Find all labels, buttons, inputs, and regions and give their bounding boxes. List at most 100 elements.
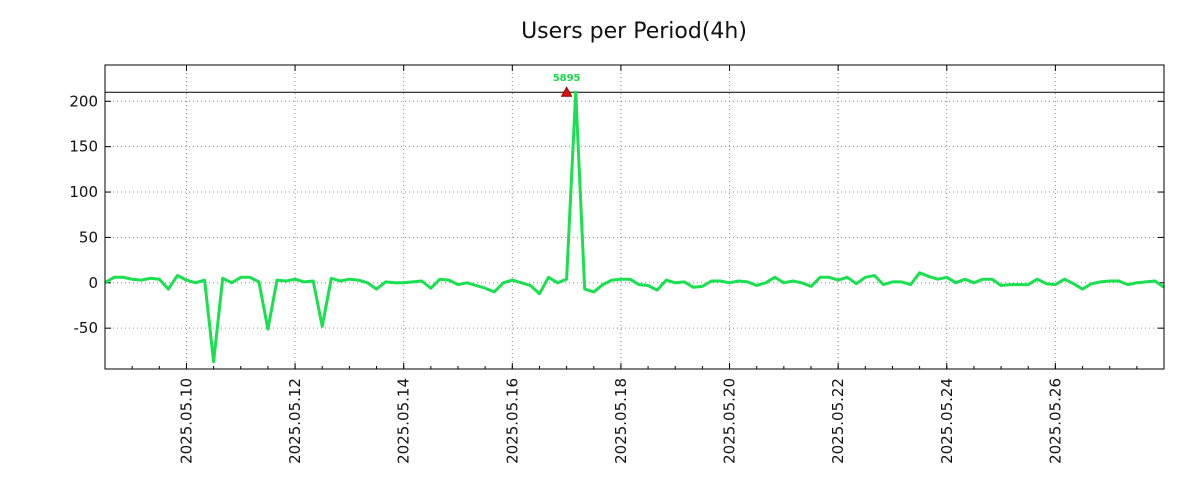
y-tick-label: 0 [88,274,98,292]
data-point [249,276,251,278]
data-point [339,280,341,282]
y-axis-ticks: -50 0 50 100 150 200 [69,92,1164,337]
data-point [557,282,559,284]
data-point [357,279,359,281]
y-tick-label: -50 [74,319,99,337]
data-point [430,287,432,289]
data-point [692,286,694,288]
data-point [140,279,142,281]
data-point [928,275,930,277]
data-point [910,284,912,286]
x-tick-label: 2025.05.10 [177,378,195,464]
data-point [792,280,794,282]
data-point [376,288,378,290]
data-point [385,281,387,283]
data-point [222,277,224,279]
data-point [665,279,667,281]
data-point [149,277,151,279]
data-point [991,278,993,280]
data-point [176,275,178,277]
data-point [937,278,939,280]
data-point [475,285,477,287]
data-point [1154,280,1156,282]
plot-area-frame [104,64,1165,370]
data-point [529,285,531,287]
data-point [882,284,884,286]
data-point [647,285,649,287]
data-point [348,278,350,280]
data-point [629,278,631,280]
data-point [584,288,586,290]
chart-title: Users per Period(4h) [521,19,747,44]
data-point [294,278,296,280]
data-point [747,281,749,283]
x-tick-label: 2025.05.18 [612,378,630,464]
x-tick-label: 2025.05.26 [1046,378,1064,464]
data-point [1136,282,1138,284]
data-point [855,283,857,285]
data-point [1145,281,1147,283]
data-point [891,281,893,283]
data-point [620,278,622,280]
data-point [611,279,613,281]
data-point [710,280,712,282]
data-point [683,281,685,283]
data-point [538,293,540,295]
data-point [321,325,323,327]
x-tick-label: 2025.05.20 [721,378,739,464]
data-point [801,282,803,284]
peak-marker [560,86,573,97]
data-point [312,280,314,282]
y-tick-label: 200 [69,92,98,110]
data-point [520,282,522,284]
data-point [701,285,703,287]
data-point [213,361,215,363]
series-layer [104,90,1165,364]
data-point [493,291,495,293]
data-point [1072,283,1074,285]
data-point [810,285,812,287]
data-point [1109,280,1111,282]
data-point [231,282,233,284]
data-point [1018,284,1020,286]
data-point [303,281,305,283]
data-point [167,288,169,290]
data-point [548,276,550,278]
data-point [901,281,903,283]
data-point [158,278,160,280]
data-point [1054,284,1056,286]
data-point [276,279,278,281]
data-point [973,282,975,284]
series-line [104,90,1165,364]
data-point [131,278,133,280]
data-point [1118,280,1120,282]
x-tick-label: 2025.05.14 [395,378,413,464]
data-point [421,280,423,282]
data-point [1063,278,1065,280]
data-point [412,281,414,283]
data-point [1027,284,1029,286]
data-point [774,276,776,278]
x-tick-label: 2025.05.16 [503,378,521,464]
annotation-layer: 5895 [553,73,581,97]
data-point [828,276,830,278]
data-point [122,276,124,278]
data-point [955,282,957,284]
data-point [656,289,658,291]
data-point [638,284,640,286]
data-point [756,285,758,287]
data-point [1009,284,1011,286]
data-point [946,276,948,278]
data-point [575,91,577,93]
data-point [837,279,839,281]
data-point [1036,278,1038,280]
data-point [566,278,568,280]
data-point [113,276,115,278]
data-point [185,279,187,281]
grid-layer [105,65,1164,369]
y-tick-label: 150 [69,138,98,156]
data-point [919,272,921,274]
data-point [1100,281,1102,283]
